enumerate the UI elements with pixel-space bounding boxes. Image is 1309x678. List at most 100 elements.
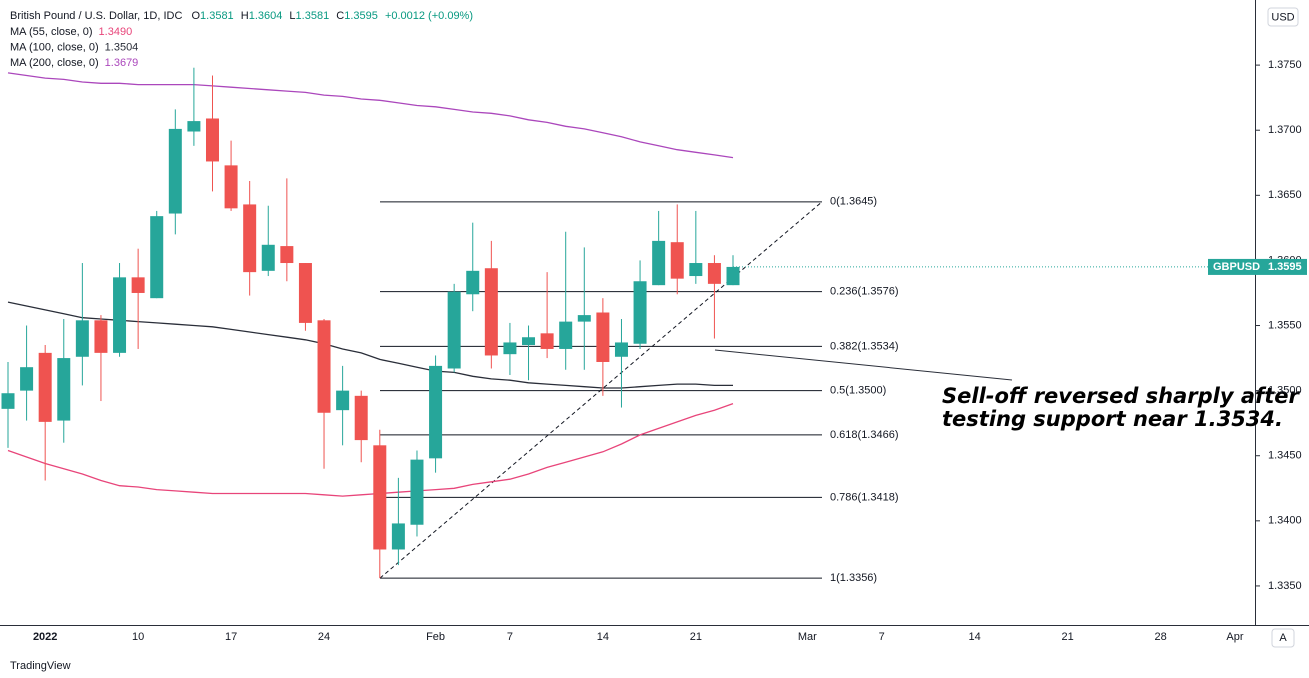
fib-label: 0.618(1.3466) xyxy=(830,429,899,441)
candle-body xyxy=(391,523,405,550)
fib-label: 0(1.3645) xyxy=(830,196,877,208)
x-tick-label: 24 xyxy=(318,631,330,643)
candle-body xyxy=(614,342,628,357)
candle-body xyxy=(652,240,666,286)
fib-label: 0.236(1.3576) xyxy=(830,286,899,298)
auto-scale-box[interactable] xyxy=(1271,628,1295,648)
moving-average xyxy=(7,402,734,497)
candle-body xyxy=(522,337,536,346)
annotation-line: Sell-off reversed sharply after xyxy=(942,384,1300,408)
candle-body xyxy=(596,312,610,362)
candle-body xyxy=(503,342,517,355)
candle-body xyxy=(57,358,71,421)
x-tick-label: Apr xyxy=(1226,631,1243,643)
legend-name: MA (55, close, 0) xyxy=(10,26,93,38)
fib-label: 0.786(1.3418) xyxy=(830,491,899,503)
candle-body xyxy=(670,242,684,279)
h-letter: H xyxy=(241,10,249,22)
legend-name: MA (200, close, 0) xyxy=(10,57,99,69)
legend-value: 1.3490 xyxy=(99,26,133,38)
fib-label: 0.382(1.3534) xyxy=(830,340,899,352)
candle-body xyxy=(131,277,145,293)
x-tick-label: 28 xyxy=(1154,631,1166,643)
x-tick-label: 14 xyxy=(597,631,609,643)
price-tag-symbol: GBPUSD xyxy=(1213,261,1260,273)
low-value: 1.3581 xyxy=(296,10,330,22)
annotation-line: testing support near 1.3534. xyxy=(942,407,1283,431)
c-letter: C xyxy=(336,10,344,22)
x-tick-label: Mar xyxy=(798,631,817,643)
legend-name: MA (100, close, 0) xyxy=(10,41,99,53)
candle-body xyxy=(410,459,424,525)
candle-body xyxy=(94,320,108,353)
candle-body xyxy=(540,333,554,349)
candle-body xyxy=(373,445,387,550)
candle-body xyxy=(466,270,480,295)
candle-body xyxy=(243,204,257,273)
candle-body xyxy=(150,216,164,299)
fib-label: 0.5(1.3500) xyxy=(830,385,886,397)
legend-entry: MA (200, close, 0) 1.3679 xyxy=(10,57,138,69)
x-tick-label: 7 xyxy=(879,631,885,643)
x-tick-label: 7 xyxy=(507,631,513,643)
y-tick-label: 1.3550 xyxy=(1268,319,1302,331)
candle-body xyxy=(447,291,461,369)
legend-value: 1.3504 xyxy=(105,41,139,53)
y-tick-label: 1.3400 xyxy=(1268,515,1302,527)
high-value: 1.3604 xyxy=(249,10,283,22)
y-tick-label: 1.3450 xyxy=(1268,450,1302,462)
candle-body xyxy=(113,277,127,353)
candle-body xyxy=(354,395,368,441)
candle-body xyxy=(726,266,740,286)
y-tick-label: 1.3750 xyxy=(1268,59,1302,71)
y-tick-label: 1.3500 xyxy=(1268,385,1302,397)
candle-body xyxy=(689,263,703,277)
currency[interactable]: USD xyxy=(1271,11,1294,23)
candle-body xyxy=(336,390,350,411)
moving-average xyxy=(7,301,733,389)
moving-average xyxy=(7,72,734,159)
candle-body xyxy=(707,263,721,284)
candle-body xyxy=(317,320,331,413)
close-value: 1.3595 xyxy=(344,10,378,22)
x-tick-label: 21 xyxy=(1062,631,1074,643)
annotation-pointer xyxy=(714,349,1013,381)
change: +0.0012 (+0.09%) xyxy=(385,10,473,22)
candle-body xyxy=(633,281,647,344)
auto-scale[interactable]: A xyxy=(1279,632,1287,644)
x-tick-label: Feb xyxy=(426,631,445,643)
candle-body xyxy=(168,128,182,214)
x-tick-label: 17 xyxy=(225,631,237,643)
brand: TradingView xyxy=(10,660,71,672)
candle-body xyxy=(429,365,443,459)
l-letter: L xyxy=(289,10,295,22)
candle-body xyxy=(484,268,498,356)
candle-body xyxy=(1,393,15,409)
price-tag-value: 1.3595 xyxy=(1268,261,1302,273)
candle-body xyxy=(205,118,219,162)
candle-body xyxy=(577,315,591,322)
o-letter: O xyxy=(191,10,200,22)
legend-entry: MA (55, close, 0) 1.3490 xyxy=(10,26,132,38)
y-tick-label: 1.3700 xyxy=(1268,124,1302,136)
candle-body xyxy=(559,321,573,349)
candle-body xyxy=(298,263,312,323)
header: British Pound / U.S. Dollar, 1D, IDC O 1.… xyxy=(10,10,473,22)
candle-body xyxy=(261,244,275,271)
candle-body xyxy=(20,367,34,391)
legend-value: 1.3679 xyxy=(105,57,139,69)
candle-body xyxy=(224,165,238,209)
y-tick-label: 1.3650 xyxy=(1268,189,1302,201)
candle-body xyxy=(75,320,89,357)
candle-body xyxy=(280,246,294,264)
currency-box[interactable] xyxy=(1267,7,1299,27)
legend-entry: MA (100, close, 0) 1.3504 xyxy=(10,41,138,53)
title: British Pound / U.S. Dollar, 1D, IDC xyxy=(10,10,182,22)
y-tick-label: 1.3350 xyxy=(1268,580,1302,592)
x-tick-label: 21 xyxy=(690,631,702,643)
price-tag xyxy=(1208,258,1307,275)
x-tick-label: 2022 xyxy=(33,631,57,643)
fib-trend xyxy=(379,201,823,579)
